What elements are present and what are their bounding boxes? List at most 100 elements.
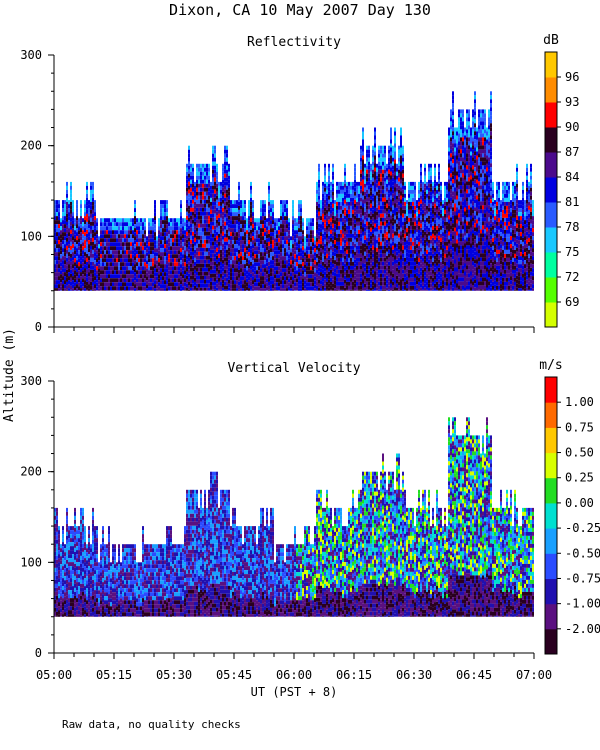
heatmap-cell (378, 229, 380, 234)
heatmap-cell (212, 281, 214, 286)
heatmap-cell (366, 205, 368, 210)
heatmap-cell (316, 237, 318, 242)
heatmap-cell (276, 282, 278, 287)
heatmap-cell (336, 261, 338, 266)
heatmap-cell (322, 273, 324, 278)
heatmap-cell (116, 218, 118, 223)
heatmap-cell (370, 195, 372, 200)
heatmap-cell (392, 277, 394, 282)
heatmap-cell (248, 228, 250, 233)
heatmap-cell (400, 279, 402, 284)
heatmap-cell (346, 213, 348, 218)
heatmap-cell (252, 228, 254, 233)
heatmap-cell (422, 241, 424, 246)
heatmap-cell (90, 221, 92, 226)
heatmap-cell (264, 224, 266, 229)
heatmap-cell (102, 230, 104, 235)
heatmap-cell (224, 281, 226, 286)
heatmap-cell (94, 288, 96, 291)
heatmap-cell (430, 171, 432, 176)
heatmap-cell (104, 262, 106, 267)
heatmap-cell (380, 201, 382, 206)
heatmap-cell (122, 218, 124, 223)
heatmap-cell (154, 284, 156, 289)
heatmap-cell (56, 244, 58, 249)
heatmap-cell (406, 228, 408, 233)
heatmap-cell (318, 243, 320, 248)
heatmap-cell (376, 271, 378, 276)
heatmap-cell (312, 282, 314, 287)
heatmap-cell (278, 234, 280, 239)
heatmap-cell (148, 246, 150, 251)
heatmap-cell (88, 200, 90, 205)
heatmap-cell (178, 230, 180, 235)
heatmap-cell (284, 272, 286, 277)
heatmap-cell (204, 275, 206, 280)
heatmap-cell (434, 207, 436, 212)
heatmap-cell (370, 267, 372, 272)
heatmap-cell (72, 252, 74, 257)
heatmap-cell (184, 258, 186, 263)
heatmap-cell (96, 234, 98, 239)
heatmap-cell (226, 253, 228, 258)
heatmap-cell (384, 241, 386, 246)
heatmap-cell (116, 222, 118, 227)
heatmap-cell (190, 283, 192, 288)
heatmap-cell (368, 253, 370, 258)
heatmap-cell (240, 244, 242, 249)
heatmap-cell (360, 157, 362, 162)
heatmap-cell (436, 261, 438, 266)
heatmap-cell (206, 263, 208, 268)
heatmap-cell (164, 212, 166, 217)
heatmap-cell (272, 268, 274, 273)
heatmap-cell (132, 218, 134, 223)
heatmap-cell (66, 221, 68, 226)
heatmap-cell (372, 233, 374, 238)
heatmap-cell (286, 288, 288, 291)
heatmap-cell (322, 181, 324, 186)
heatmap-cell (392, 149, 394, 154)
heatmap-cell (302, 254, 304, 259)
heatmap-cell (206, 251, 208, 256)
heatmap-cell (422, 261, 424, 266)
heatmap-cell (424, 275, 426, 280)
heatmap-cell (376, 251, 378, 256)
heatmap-cell (432, 233, 434, 238)
heatmap-cell (266, 226, 268, 231)
heatmap-cell (216, 203, 218, 208)
heatmap-cell (188, 145, 190, 150)
heatmap-cell (368, 233, 370, 238)
heatmap-cell (66, 225, 68, 230)
heatmap-cell (322, 285, 324, 290)
heatmap-cell (90, 225, 92, 230)
heatmap-cell (78, 230, 80, 235)
heatmap-cell (200, 199, 202, 204)
heatmap-cell (242, 272, 244, 277)
heatmap-cell (212, 209, 214, 214)
heatmap-cell (350, 249, 352, 254)
heatmap-cell (194, 209, 196, 214)
heatmap-cell (270, 212, 272, 217)
heatmap-cell (328, 279, 330, 284)
heatmap-cell (94, 208, 96, 213)
heatmap-cell (386, 207, 388, 212)
heatmap-cell (76, 220, 78, 225)
heatmap-cell (96, 230, 98, 235)
heatmap-cell (70, 197, 72, 202)
heatmap-cell (316, 233, 318, 238)
heatmap-cell (358, 253, 360, 258)
heatmap-cell (174, 290, 176, 291)
heatmap-cell (318, 207, 320, 212)
heatmap-cell (272, 288, 274, 291)
heatmap-cell (334, 256, 336, 261)
heatmap-cell (402, 237, 404, 242)
heatmap-cell (122, 226, 124, 231)
heatmap-cell (220, 277, 222, 282)
heatmap-cell (384, 165, 386, 170)
heatmap-cell (226, 181, 228, 186)
heatmap-cell (214, 249, 216, 254)
heatmap-cell (82, 266, 84, 271)
heatmap-cell (256, 250, 258, 255)
heatmap-cell (322, 189, 324, 194)
heatmap-cell (140, 274, 142, 279)
